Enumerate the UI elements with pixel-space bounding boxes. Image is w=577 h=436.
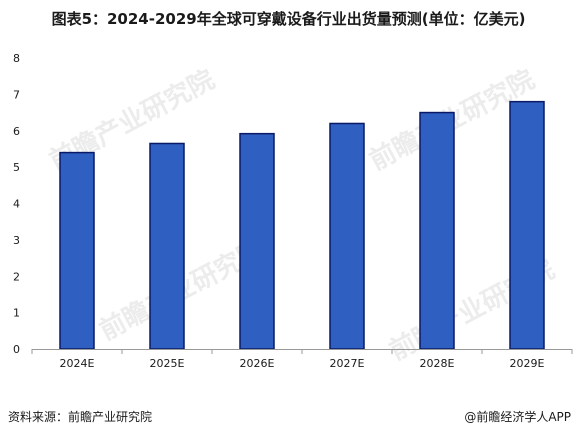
- bar: [419, 111, 455, 350]
- y-tick-label: 2: [13, 270, 20, 283]
- y-tick-label: 0: [13, 343, 20, 356]
- x-tick-label: 2028E: [420, 357, 455, 370]
- y-tick-label: 1: [13, 307, 20, 320]
- y-tick-label: 4: [13, 198, 20, 211]
- y-tick-label: 3: [13, 234, 20, 247]
- bar-chart: 0 1 2 3 4 5 6 7 8 2024E 2025E 2026E 2027E 2028E 2029E: [13, 52, 573, 370]
- bar: [239, 132, 275, 350]
- x-tick-label: 2024E: [60, 357, 95, 370]
- x-tick-label: 2029E: [510, 357, 545, 370]
- bar: [149, 142, 185, 350]
- y-tick-label: 7: [13, 88, 20, 101]
- y-tick-label: 8: [13, 52, 20, 65]
- chart-title: 图表5：2024-2029年全球可穿戴设备行业出货量预测(单位：亿美元): [51, 10, 526, 28]
- bar: [329, 122, 365, 350]
- footer: 资料来源：前瞻产业研究院 @前瞻经济学人APP: [0, 404, 577, 428]
- bar: [59, 151, 95, 350]
- x-tick-label: 2026E: [240, 357, 275, 370]
- x-tick-label: 2027E: [330, 357, 365, 370]
- credit-note: @前瞻经济学人APP: [464, 410, 571, 424]
- y-tick-label: 6: [13, 125, 20, 138]
- y-tick-label: 5: [13, 161, 20, 174]
- bar: [509, 100, 545, 350]
- source-note: 资料来源：前瞻产业研究院: [8, 410, 153, 424]
- x-tick-label: 2025E: [150, 357, 185, 370]
